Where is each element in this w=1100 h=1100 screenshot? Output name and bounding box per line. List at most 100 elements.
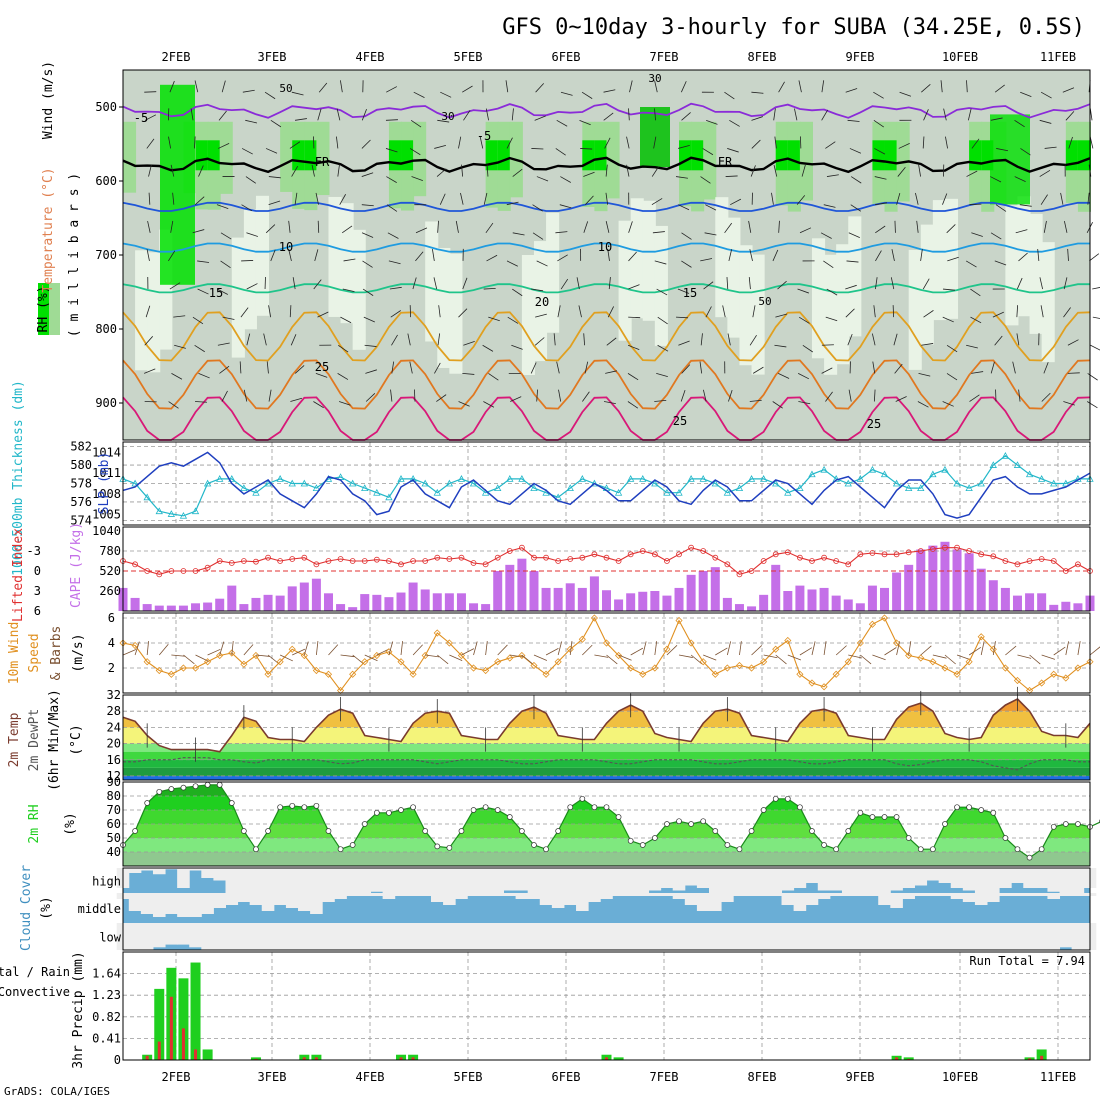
thickness-point bbox=[385, 493, 393, 501]
wind-barb bbox=[605, 164, 608, 177]
cloud-low-clear bbox=[551, 923, 565, 950]
wind-barb bbox=[604, 137, 611, 149]
wind-barb bbox=[823, 641, 827, 656]
wind-barb bbox=[1087, 373, 1098, 381]
wind-barb bbox=[557, 254, 568, 262]
y-tick-label-cape: 1040 bbox=[92, 524, 121, 538]
cloud-high-clear bbox=[394, 868, 408, 893]
wind-barb bbox=[288, 220, 291, 233]
wind-speed-point bbox=[276, 658, 284, 666]
rh-point bbox=[809, 828, 815, 834]
wind-barb bbox=[968, 646, 982, 656]
lifted-index-point bbox=[506, 548, 513, 554]
cape-bar bbox=[529, 571, 539, 611]
wind-barb bbox=[510, 396, 522, 402]
rh-point bbox=[168, 786, 175, 792]
date-label-bottom-2: 4FEB bbox=[356, 1070, 385, 1084]
wind-barb bbox=[920, 248, 923, 261]
cloud-middle-clear bbox=[418, 893, 432, 896]
lifted-index-point bbox=[772, 551, 779, 558]
wind-barb bbox=[483, 401, 495, 408]
cloud-high-clear bbox=[914, 868, 928, 886]
wind-barb bbox=[425, 654, 440, 658]
wind-speed-point bbox=[445, 639, 453, 647]
cloud-high-clear bbox=[660, 868, 674, 888]
wind-barb bbox=[582, 391, 590, 402]
thickness-point bbox=[228, 475, 236, 482]
cloud-middle-clear bbox=[128, 893, 142, 911]
wind-speed-point bbox=[482, 666, 490, 675]
wind-units-axis-label: (m/s) bbox=[71, 633, 86, 672]
lifted-index-point bbox=[313, 561, 320, 568]
wind-speed-point bbox=[989, 645, 997, 653]
rh-point bbox=[954, 804, 960, 811]
rh-point bbox=[700, 818, 707, 825]
rh-point bbox=[978, 807, 985, 813]
lifted-index-point bbox=[1062, 568, 1069, 574]
wind-barb bbox=[946, 344, 958, 353]
wind-barb bbox=[569, 641, 573, 656]
wind-barb bbox=[897, 167, 906, 177]
lifted-index-point bbox=[446, 556, 453, 562]
thickness-point bbox=[421, 479, 429, 487]
lifted-index-point bbox=[337, 556, 344, 562]
temp-axis-label: 2m Temp bbox=[7, 712, 22, 767]
temperature-contour-0 bbox=[122, 156, 1091, 174]
wind-speed-line bbox=[122, 616, 1091, 692]
wind-barb bbox=[364, 654, 378, 662]
wind-speed-point bbox=[977, 633, 985, 641]
wind-barb bbox=[168, 136, 172, 149]
thickness-point bbox=[663, 488, 671, 496]
wind-speed-point bbox=[687, 639, 695, 647]
wind-barb bbox=[222, 316, 235, 320]
date-label-top-4: 6FEB bbox=[552, 50, 581, 64]
cloud-middle-clear bbox=[273, 893, 287, 905]
cape-bar bbox=[867, 585, 877, 611]
wind-barb bbox=[218, 110, 227, 121]
temperature-contour-label: FR bbox=[718, 155, 733, 169]
wind-barb bbox=[263, 333, 267, 346]
wind-speed-point bbox=[590, 614, 598, 622]
temperature-contour-label: 15 bbox=[683, 286, 697, 300]
thickness-point bbox=[554, 493, 562, 501]
cloud-level-label: middle bbox=[78, 902, 121, 916]
wind-barb bbox=[412, 277, 417, 290]
rh-point bbox=[301, 804, 308, 811]
wind-barb bbox=[313, 279, 322, 290]
wind-barb bbox=[173, 315, 186, 318]
cloud-high-clear bbox=[298, 868, 311, 893]
wind-speed-point bbox=[324, 670, 333, 678]
temp-band bbox=[123, 727, 1090, 744]
rh-point bbox=[446, 844, 453, 851]
wind-barb bbox=[337, 344, 349, 353]
rh-dry-patch bbox=[231, 237, 245, 358]
wind-barb bbox=[628, 221, 633, 233]
wind-barb bbox=[654, 108, 657, 121]
wind-barb bbox=[220, 232, 232, 240]
thickness-point bbox=[203, 479, 212, 487]
rh-contour-label: 30 bbox=[648, 72, 661, 85]
rh-contour-label: 50 bbox=[758, 295, 771, 308]
wind-barb bbox=[317, 311, 329, 318]
wind-barb bbox=[656, 373, 668, 378]
wind-speed-point bbox=[772, 645, 780, 653]
wind-barb bbox=[826, 288, 838, 296]
wind-barb bbox=[626, 164, 630, 177]
rh-dry-patch bbox=[630, 198, 644, 319]
precip-convective-bar bbox=[314, 1057, 318, 1060]
rh-moist-patch bbox=[280, 121, 294, 192]
wind-barb bbox=[391, 361, 395, 374]
cape-bar bbox=[1049, 604, 1059, 611]
wind-barb bbox=[411, 176, 423, 182]
wind-barb bbox=[752, 305, 756, 318]
cape-bar bbox=[783, 591, 793, 611]
wind-barb bbox=[942, 316, 954, 323]
cloud-low-clear bbox=[467, 923, 480, 950]
wind-speed-point bbox=[699, 658, 707, 666]
rh-saturated-patch bbox=[388, 140, 403, 171]
cloud-middle-clear bbox=[334, 893, 347, 899]
cloud-frame bbox=[122, 867, 1091, 951]
lifted-index-point bbox=[700, 548, 707, 554]
wind-speed-point bbox=[578, 635, 586, 643]
cloud-middle-clear bbox=[829, 893, 843, 896]
